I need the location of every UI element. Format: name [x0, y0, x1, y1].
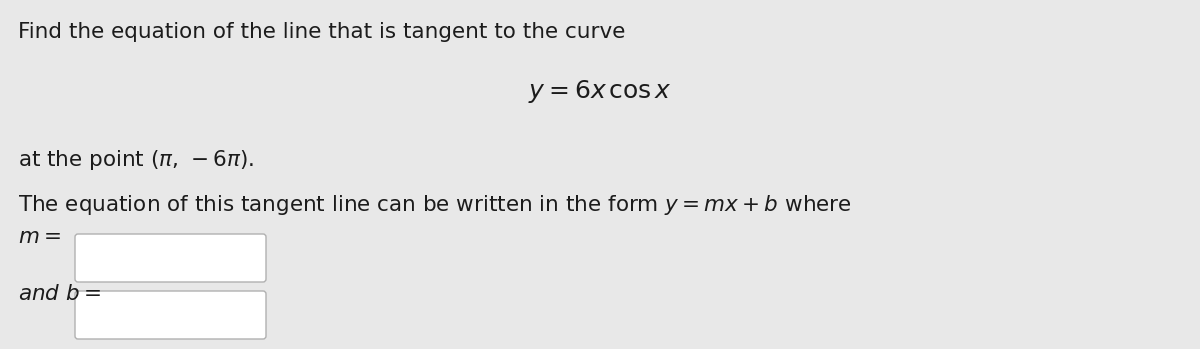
FancyBboxPatch shape — [74, 291, 266, 339]
Text: $m = $: $m = $ — [18, 227, 61, 247]
FancyBboxPatch shape — [74, 234, 266, 282]
Text: $y = 6x\,\cos x$: $y = 6x\,\cos x$ — [528, 78, 672, 105]
Text: Find the equation of the line that is tangent to the curve: Find the equation of the line that is ta… — [18, 22, 625, 42]
Text: at the point $(\pi,\,-6\pi)$.: at the point $(\pi,\,-6\pi)$. — [18, 148, 254, 172]
Text: The equation of this tangent line can be written in the form $y = mx + b$ where: The equation of this tangent line can be… — [18, 193, 852, 217]
Text: and $b = $: and $b = $ — [18, 284, 101, 304]
